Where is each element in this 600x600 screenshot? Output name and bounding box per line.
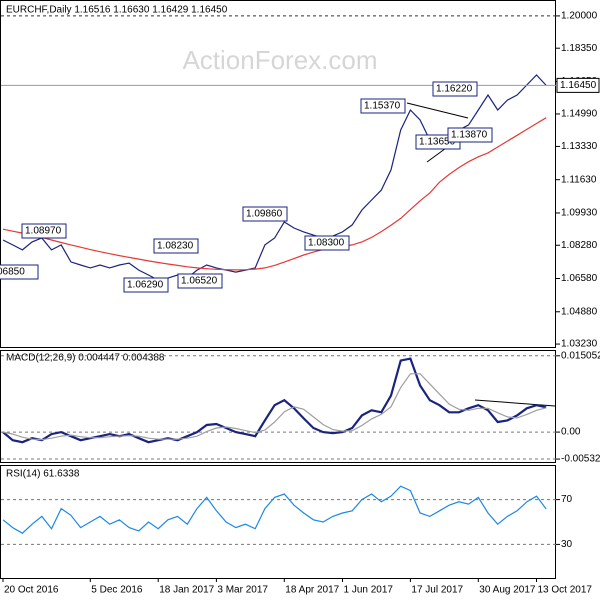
x-tick-label: 30 Aug 2017 bbox=[479, 585, 536, 596]
annotation: 1.15370 bbox=[364, 101, 401, 112]
y-tick-label: 0.015052 bbox=[561, 350, 600, 361]
y-tick-label: 0.00 bbox=[561, 427, 581, 438]
annotation: 1.13870 bbox=[451, 130, 488, 141]
annotation-box bbox=[123, 277, 169, 293]
y-tick-label: 1.13330 bbox=[561, 141, 598, 152]
annotation-box bbox=[447, 127, 493, 143]
y-tick-label: -0.00532 bbox=[561, 454, 600, 465]
annotation-box bbox=[304, 235, 350, 251]
trendline bbox=[406, 102, 469, 119]
x-tick-label: 20 Oct 2016 bbox=[4, 585, 59, 596]
x-tick-label: 1 Jun 2017 bbox=[344, 585, 394, 596]
annotation: 1.08230 bbox=[157, 241, 194, 252]
x-tick-label: 3 Mar 2017 bbox=[217, 585, 268, 596]
x-tick-label: 17 Jul 2017 bbox=[411, 585, 463, 596]
macd-title: MACD(12,26,9) 0.004447 0.004388 bbox=[6, 353, 165, 364]
y-tick-label: 1.14990 bbox=[561, 109, 598, 120]
last-price-box bbox=[556, 77, 600, 93]
annotation-box bbox=[21, 223, 67, 239]
annotation: 1.08970 bbox=[25, 226, 62, 237]
series-line bbox=[2, 373, 547, 441]
rsi-title: RSI(14) 61.6338 bbox=[6, 469, 80, 480]
watermark: ActionForex.com bbox=[182, 45, 377, 75]
annotation-box bbox=[360, 98, 406, 114]
rsi-panel bbox=[0, 465, 556, 579]
annotation: 1.13650 bbox=[419, 137, 456, 148]
annotation: 1.06290 bbox=[127, 280, 164, 291]
y-tick-label: 1.11630 bbox=[561, 174, 597, 185]
annotation: 1.09860 bbox=[246, 209, 283, 220]
y-tick-label: 1.08280 bbox=[561, 240, 598, 251]
y-tick-label: 30 bbox=[561, 539, 573, 550]
series-line bbox=[2, 485, 547, 534]
series-line bbox=[2, 117, 547, 271]
macd-panel bbox=[0, 350, 556, 463]
annotation: 1.16220 bbox=[436, 84, 473, 95]
x-tick-label: 13 Oct 2017 bbox=[538, 585, 593, 596]
x-tick-label: 5 Dec 2016 bbox=[91, 585, 143, 596]
annotation-box bbox=[242, 206, 288, 222]
y-tick-label: 1.06580 bbox=[561, 273, 598, 284]
annotation-box bbox=[177, 273, 223, 289]
last-price-label: 1.16450 bbox=[560, 80, 597, 91]
y-tick-label: 1.18350 bbox=[561, 43, 598, 54]
annotation-box bbox=[0, 264, 39, 280]
chart-title: EURCHF,Daily 1.16516 1.16630 1.16429 1.1… bbox=[6, 5, 228, 16]
y-tick-label: 1.03230 bbox=[561, 339, 598, 350]
price-panel bbox=[0, 0, 556, 348]
annotation-box bbox=[153, 238, 199, 254]
annotation: 1.06520 bbox=[181, 276, 218, 287]
x-tick-label: 18 Jan 2017 bbox=[159, 585, 214, 596]
y-tick-label: 1.09930 bbox=[561, 208, 598, 219]
annotation-box bbox=[432, 81, 478, 97]
macd-trendline bbox=[474, 399, 556, 407]
y-tick-label: 1.04880 bbox=[561, 306, 598, 317]
annotation: 1.08300 bbox=[308, 238, 345, 249]
y-tick-label: 1.20000 bbox=[561, 11, 598, 22]
x-tick-label: 18 Apr 2017 bbox=[285, 585, 339, 596]
y-tick-label: 70 bbox=[561, 494, 573, 505]
